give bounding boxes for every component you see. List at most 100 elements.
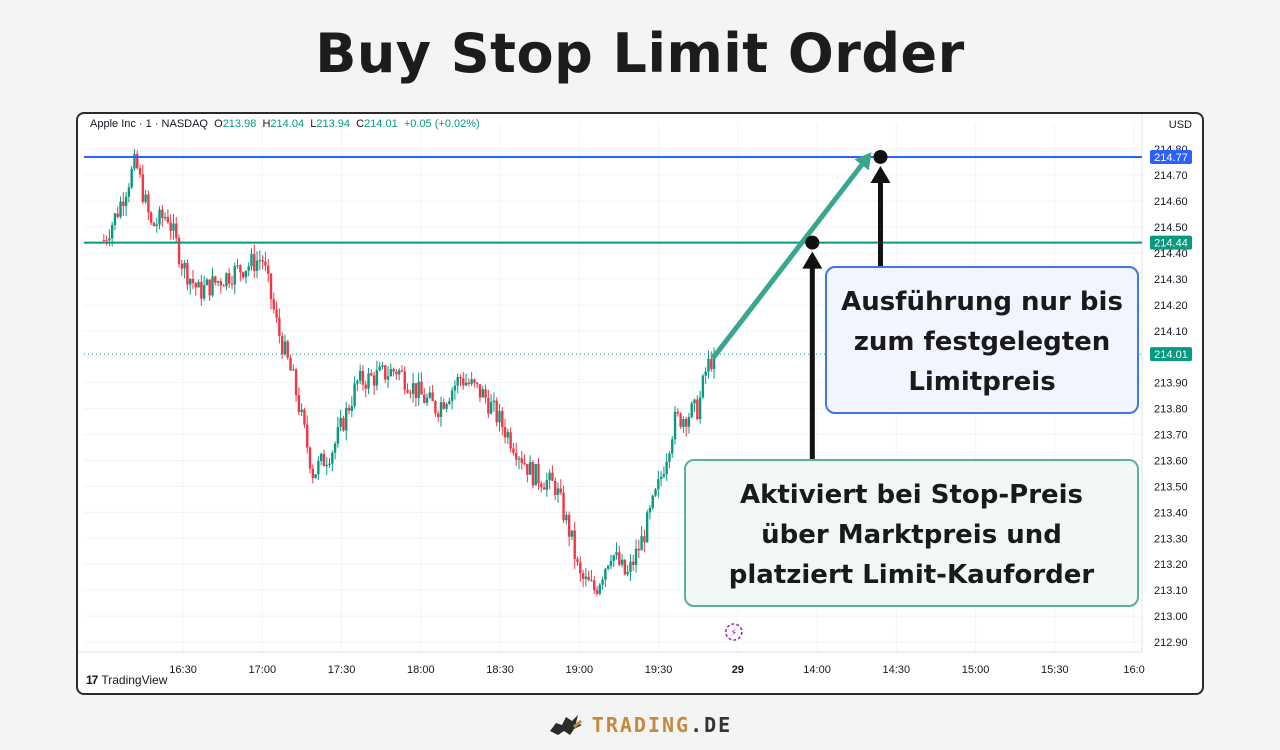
candle-body — [643, 536, 646, 543]
candle-body — [473, 379, 476, 383]
candle-body — [172, 223, 175, 231]
limit-price-label: 214.77 — [1154, 152, 1188, 164]
candle-body — [345, 407, 348, 431]
candle-body — [587, 576, 590, 581]
candle-body — [442, 402, 445, 409]
low-value: 213.94 — [316, 118, 350, 130]
symbol-label[interactable]: Apple Inc · 1 · NASDAQ — [90, 118, 208, 130]
open-value: 213.98 — [222, 118, 257, 130]
candle-body — [361, 370, 365, 385]
candle-body — [230, 283, 234, 285]
candle-body — [501, 411, 504, 428]
candle-body — [317, 461, 320, 475]
candle-body — [250, 253, 253, 267]
candle-body — [489, 402, 493, 414]
candle-body — [517, 458, 521, 460]
candle-body — [261, 260, 264, 262]
currency-button[interactable]: USD — [1168, 119, 1192, 131]
stop-price-tag — [1150, 235, 1192, 250]
candle-body — [372, 375, 376, 386]
candle-body — [445, 403, 448, 409]
candle-body — [214, 276, 217, 283]
y-tick-label: 214.50 — [1154, 222, 1188, 234]
candle-body — [286, 341, 289, 358]
candle-body — [208, 279, 211, 296]
candle-body — [470, 379, 473, 384]
candle-body — [216, 281, 220, 283]
candle-body — [448, 401, 451, 404]
candle-body — [297, 395, 301, 413]
candle-body — [679, 413, 682, 427]
candle-body — [183, 262, 186, 269]
candle-body — [492, 400, 496, 403]
candle-body — [542, 487, 546, 490]
candle-body — [411, 383, 415, 394]
y-tick-label: 213.40 — [1154, 507, 1188, 519]
candle-body — [417, 381, 420, 398]
candle-body — [294, 369, 298, 396]
candle-body — [141, 174, 145, 202]
candle-body — [601, 579, 604, 585]
candle-body — [701, 375, 705, 398]
candle-body — [247, 266, 250, 271]
candle-body — [191, 278, 195, 284]
candle-body — [548, 472, 551, 481]
candle-body — [292, 369, 295, 371]
candle-body — [425, 397, 429, 403]
candle-body — [267, 265, 270, 274]
candle-body — [696, 399, 699, 420]
x-tick-label: 17:00 — [249, 664, 277, 676]
candle-body — [704, 371, 707, 376]
candle-body — [219, 281, 223, 286]
candle-body — [124, 196, 128, 206]
candle-body — [239, 265, 242, 273]
candle-body — [200, 282, 203, 299]
candle-body — [306, 424, 309, 448]
candle-body — [378, 366, 381, 371]
y-tick-label: 213.20 — [1154, 559, 1188, 571]
candle-body — [450, 390, 454, 402]
candle-body — [364, 384, 367, 389]
event-icon-glyph: ⚡ — [730, 628, 737, 639]
event-icon — [725, 623, 743, 641]
candle-body — [434, 401, 437, 414]
y-tick-label: 213.00 — [1154, 611, 1188, 623]
candle-body — [333, 443, 337, 453]
candle-body — [606, 565, 610, 569]
candle-body — [258, 260, 262, 262]
candle-body — [684, 419, 688, 427]
candle-body — [645, 512, 649, 543]
candle-body — [205, 279, 209, 286]
candle-body — [637, 548, 641, 551]
stop-point-pointer-head — [802, 251, 823, 269]
candle-body — [269, 273, 273, 300]
y-tick-label: 213.30 — [1154, 533, 1188, 545]
candle-body — [509, 432, 512, 449]
candle-body — [495, 400, 498, 423]
candle-body — [336, 426, 340, 444]
candle-body — [436, 413, 440, 417]
candle-body — [710, 358, 713, 369]
candle-body — [604, 568, 607, 580]
limit-callout-line-3: Limitpreis — [908, 367, 1056, 397]
candle-body — [186, 262, 189, 285]
last-price-tag — [1150, 347, 1192, 362]
tradingview-logo[interactable]: 17 TradingView — [86, 673, 167, 687]
candle-body — [562, 492, 565, 521]
x-tick-label: 15:00 — [962, 664, 990, 676]
change-value: +0.05 (+0.02%) — [403, 118, 480, 130]
candle-body — [545, 480, 549, 490]
candle-body — [626, 572, 629, 575]
candle-body — [180, 263, 184, 269]
y-tick-label: 213.10 — [1154, 585, 1188, 597]
y-tick-label: 213.70 — [1154, 430, 1188, 442]
candle-body — [397, 370, 401, 375]
x-tick-label: 29 — [732, 664, 744, 676]
limit-price-tag — [1150, 149, 1192, 164]
candle-body — [403, 371, 406, 390]
candle-body — [138, 168, 142, 175]
candle-body — [350, 405, 354, 411]
candle-body — [693, 399, 696, 404]
candle-body — [503, 427, 507, 438]
last-price-label: 214.01 — [1154, 349, 1188, 361]
